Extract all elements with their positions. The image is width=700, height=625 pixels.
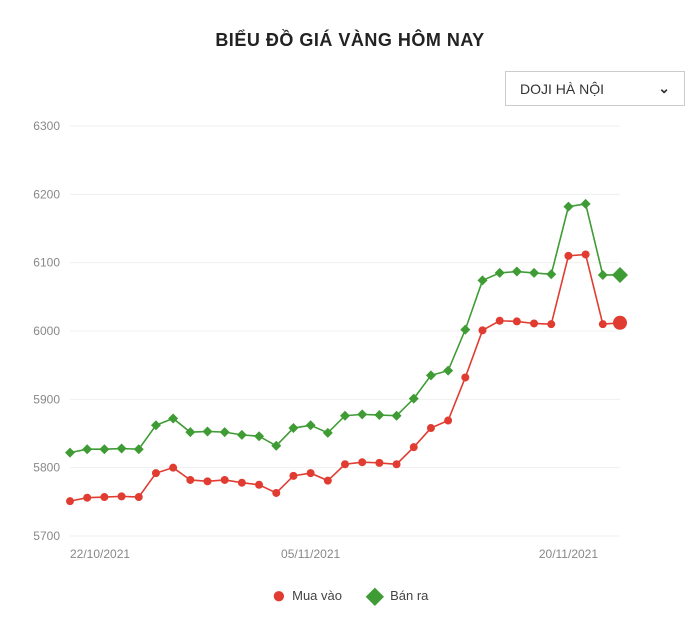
svg-text:6100: 6100: [33, 256, 60, 270]
chart-legend: ● Mua vào ◆ Bán ra: [15, 588, 685, 606]
svg-text:5800: 5800: [33, 461, 60, 475]
legend-item-mua-vao: ● Mua vào: [272, 588, 342, 603]
dropdown-selected: DOJI HÀ NỘI: [520, 81, 604, 97]
svg-text:22/10/2021: 22/10/2021: [70, 547, 130, 561]
legend-item-ban-ra: ◆ Bán ra: [366, 588, 429, 603]
price-chart: 5700 5800 5900 6000 6100 6200 6300 22/10/2021 05…: [15, 116, 685, 576]
chevron-down-icon: ⌄: [658, 80, 670, 97]
legend-label: Mua vào: [292, 588, 342, 603]
svg-text:6300: 6300: [33, 119, 60, 133]
svg-text:6200: 6200: [33, 187, 60, 201]
svg-text:6000: 6000: [33, 324, 60, 338]
svg-text:05/11/2021: 05/11/2021: [281, 547, 340, 561]
legend-marker-diamond-icon: ◆: [366, 591, 384, 601]
region-dropdown[interactable]: DOJI HÀ NỘI ⌄: [505, 71, 685, 106]
svg-text:20/11/2021: 20/11/2021: [539, 547, 598, 561]
svg-text:5900: 5900: [33, 392, 60, 406]
legend-marker-circle-icon: ●: [272, 591, 287, 601]
chart-title: BIỂU ĐỒ GIÁ VÀNG HÔM NAY: [15, 30, 685, 51]
legend-label: Bán ra: [390, 588, 428, 603]
chart-svg: 5700 5800 5900 6000 6100 6200 6300 22/10/2021 05…: [15, 116, 635, 576]
svg-text:5700: 5700: [33, 529, 60, 543]
